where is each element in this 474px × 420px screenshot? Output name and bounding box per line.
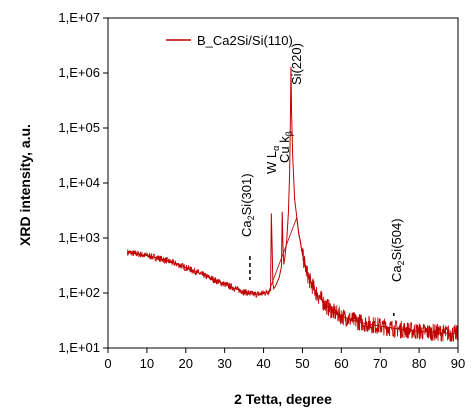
annotation-label: Si(220) <box>289 43 304 85</box>
y-tick-label: 1,E+01 <box>58 340 100 355</box>
y-tick-label: 1,E+03 <box>58 230 100 245</box>
legend-label: B_Ca2Si/Si(110) <box>197 33 293 48</box>
x-tick-label: 20 <box>179 356 193 371</box>
y-tick-label: 1,E+07 <box>58 10 100 25</box>
x-tick-label: 90 <box>451 356 465 371</box>
y-tick-label: 1,E+05 <box>58 120 100 135</box>
annotation-label: Cu kβ <box>277 131 294 163</box>
x-tick-label: 10 <box>140 356 154 371</box>
series-noise-path <box>127 217 459 342</box>
plot-frame <box>107 17 459 349</box>
x-tick-label: 50 <box>295 356 309 371</box>
x-tick-label: 60 <box>334 356 348 371</box>
y-tick-label: 1,E+04 <box>58 175 100 190</box>
series-line-b-ca2si-si110 <box>127 66 459 335</box>
tick-labels: 0 10 20 30 40 50 60 70 80 90 1,E+01 1,E+02 1,E+03 1,E… <box>58 10 465 371</box>
x-tick-label: 80 <box>412 356 426 371</box>
x-axis-title: 2 Tetta, degree <box>234 391 332 407</box>
annotation-label: Ca2Si(301) <box>239 173 256 237</box>
x-tick-label: 70 <box>373 356 387 371</box>
x-tick-label: 30 <box>217 356 231 371</box>
y-tick-label: 1,E+06 <box>58 65 100 80</box>
axis-ticks <box>103 17 459 353</box>
legend: B_Ca2Si/Si(110) <box>166 33 293 48</box>
y-axis-title: XRD intensity, a.u. <box>17 124 33 246</box>
annotation-label: W Lα <box>264 146 281 174</box>
x-tick-label: 40 <box>256 356 270 371</box>
annotation-label: Ca2Si(504) <box>389 218 406 282</box>
y-tick-label: 1,E+02 <box>58 285 100 300</box>
series-noise <box>127 217 459 342</box>
x-tick-label: 0 <box>104 356 111 371</box>
